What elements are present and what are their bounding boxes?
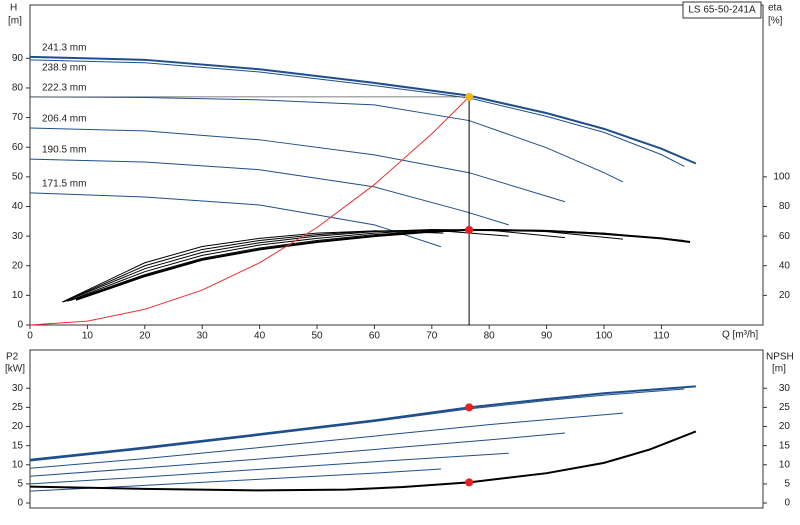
y2-axis-title: eta	[768, 3, 782, 14]
y2-axis-unit: [%]	[768, 16, 783, 27]
duty-point-eta	[465, 225, 474, 234]
curve	[29, 96, 624, 183]
x-tick-label: 10	[82, 331, 94, 342]
x-tick-label: 90	[541, 331, 553, 342]
y2-tick-label: 10	[779, 459, 791, 470]
y-tick-label: 30	[12, 231, 24, 242]
chart-title: LS 65-50-241A	[688, 5, 756, 16]
title-box	[682, 1, 762, 19]
y-tick-label: 80	[12, 83, 24, 94]
curve-label: 241.3 mm	[42, 42, 86, 53]
curve-label: 206.4 mm	[42, 114, 86, 125]
y2-tick-label: 60	[779, 231, 791, 242]
y-tick-label: 20	[12, 260, 24, 271]
y2-tick-label: 30	[779, 383, 791, 394]
x-axis-title: Q [m³/h]	[722, 330, 758, 341]
duty-point-npsh	[465, 478, 474, 487]
curve-label: 190.5 mm	[42, 145, 86, 156]
curve	[63, 229, 509, 303]
curve-label: 171.5 mm	[42, 178, 86, 189]
x-tick-label: 60	[369, 331, 381, 342]
y-tick-label: 20	[12, 421, 24, 432]
y-tick-label: 50	[12, 171, 24, 182]
curve	[29, 385, 696, 461]
x-tick-label: 100	[596, 331, 613, 342]
y-tick-label: 5	[17, 479, 23, 490]
y-axis-unit: [m]	[8, 16, 22, 27]
x-tick-label: 40	[254, 331, 266, 342]
y-tick-label: 70	[12, 112, 24, 123]
y-axis-unit: [kW]	[5, 364, 25, 375]
curve	[29, 59, 685, 167]
y-tick-label: 10	[12, 459, 24, 470]
x-tick-label: 30	[197, 331, 209, 342]
curve	[29, 192, 442, 248]
x-tick-label: 0	[27, 331, 33, 342]
curve	[29, 432, 566, 477]
x-tick-label: 20	[139, 331, 151, 342]
y2-tick-label: 20	[779, 290, 791, 301]
y-axis-title: P2	[6, 352, 19, 363]
curve	[29, 452, 509, 485]
curve	[70, 228, 685, 302]
y-tick-label: 25	[12, 402, 24, 413]
duty-point	[465, 92, 474, 101]
x-tick-label: 70	[426, 331, 438, 342]
curve	[29, 412, 623, 469]
y2-tick-label: 5	[784, 479, 790, 490]
duty-point-p2	[465, 403, 474, 412]
y2-tick-label: 40	[779, 260, 791, 271]
y-tick-label: 90	[12, 53, 24, 64]
curve	[29, 55, 697, 165]
curve	[61, 230, 444, 303]
curve	[75, 228, 691, 301]
curve	[29, 158, 509, 226]
y-tick-label: 15	[12, 440, 24, 451]
x-tick-label: 110	[653, 331, 669, 342]
curve	[29, 388, 685, 462]
curve	[67, 228, 623, 302]
y-tick-label: 0	[17, 498, 23, 509]
curve	[29, 96, 470, 326]
x-tick-label: 80	[484, 331, 496, 342]
y2-axis-unit: [m]	[772, 364, 786, 375]
y2-tick-label: 25	[779, 402, 791, 413]
y-tick-label: 0	[17, 320, 23, 331]
y-tick-label: 40	[12, 201, 24, 212]
y2-tick-label: 15	[779, 440, 791, 451]
y-tick-label: 10	[12, 290, 24, 301]
plot-frame	[29, 349, 764, 509]
y2-tick-label: 80	[779, 201, 791, 212]
plot-frame	[29, 4, 764, 326]
y2-axis-title: NPSH	[766, 352, 794, 363]
y2-tick-label: 0	[784, 498, 790, 509]
curve	[29, 127, 566, 203]
y-tick-label: 30	[12, 383, 24, 394]
y2-tick-label: 20	[779, 421, 791, 432]
curve-label: 238.9 mm	[42, 62, 86, 73]
curve-label: 222.3 mm	[42, 82, 86, 93]
x-tick-label: 50	[311, 331, 323, 342]
y-tick-label: 60	[12, 142, 24, 153]
y-axis-title: H	[10, 3, 17, 14]
y2-tick-label: 100	[773, 171, 790, 182]
curve	[29, 430, 697, 492]
